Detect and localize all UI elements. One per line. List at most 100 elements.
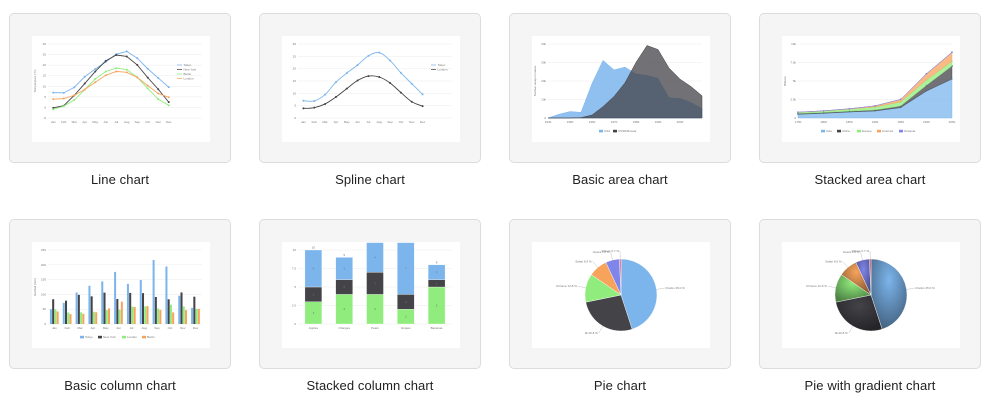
legend-label: Tokyo xyxy=(184,63,192,67)
y-tick-label: 150 xyxy=(41,278,46,282)
data-point xyxy=(136,76,138,78)
legend-label: America xyxy=(882,129,893,133)
data-point xyxy=(357,64,359,66)
data-point xyxy=(346,88,348,90)
x-tick-label: Oct xyxy=(168,326,173,330)
legend-symbol xyxy=(599,130,603,133)
y-tick-label: 20 xyxy=(43,63,47,67)
slice-label: Chrome 12.8 % xyxy=(806,284,827,288)
bar xyxy=(170,305,172,324)
data-point xyxy=(874,105,876,107)
y-tick-label: 10 xyxy=(43,84,47,88)
bar xyxy=(101,281,103,324)
thumbnail-pie-gradient-chart[interactable]: Firefox 45.0 %IE 26.8 %Chrome 12.8 %Safa… xyxy=(759,219,981,369)
bar xyxy=(129,293,131,324)
x-tick-label: Jul xyxy=(114,120,118,124)
legend-symbol xyxy=(877,130,881,133)
bar xyxy=(134,307,136,324)
legend-label: Tokyo xyxy=(85,335,93,339)
bar xyxy=(78,295,80,324)
caption-basic-area-chart[interactable]: Basic area chart xyxy=(500,172,740,187)
bar xyxy=(106,310,108,324)
slice-label: Chrome 12.8 % xyxy=(556,284,577,288)
data-point xyxy=(84,83,86,85)
y-tick-label: 50 xyxy=(43,307,47,311)
bar xyxy=(196,309,198,324)
data-point xyxy=(313,107,315,109)
y-tick-label: 7.5k xyxy=(790,61,796,65)
data-point xyxy=(52,98,54,100)
x-tick-label: Jan xyxy=(52,326,57,330)
bar xyxy=(168,299,170,324)
data-point xyxy=(52,92,54,94)
x-tick-label: 1970 xyxy=(611,120,618,124)
x-tick-label: 1750 xyxy=(795,120,802,124)
data-point xyxy=(951,51,953,53)
y-axis-title: Temperature (°C) xyxy=(33,69,37,92)
y-tick-label: 25 xyxy=(293,54,297,58)
data-point xyxy=(157,77,159,79)
data-point xyxy=(378,76,380,78)
legend-symbol xyxy=(821,130,825,133)
data-point xyxy=(94,78,96,80)
caption-pie-chart[interactable]: Pie chart xyxy=(500,378,740,393)
x-tick-label: Apr xyxy=(82,120,87,124)
legend-label: Berlin xyxy=(147,335,155,339)
bar xyxy=(191,308,193,324)
legend-symbol xyxy=(80,336,84,339)
caption-spline-chart[interactable]: Spline chart xyxy=(250,172,490,187)
thumbnail-pie-chart[interactable]: Firefox 45.0 %IE 26.8 %Chrome 12.8 %Safa… xyxy=(509,219,731,369)
bar xyxy=(146,306,148,324)
bar xyxy=(65,301,67,324)
x-tick-label: Jan xyxy=(301,120,306,124)
bar xyxy=(131,307,133,324)
x-tick-label: Sep xyxy=(135,120,141,124)
bar xyxy=(193,297,195,324)
legend-symbol xyxy=(857,130,861,133)
y-tick-label: 100 xyxy=(41,292,46,296)
data-point xyxy=(849,108,851,110)
bar xyxy=(95,312,97,324)
data-point xyxy=(84,88,86,90)
data-point xyxy=(84,76,86,78)
bar xyxy=(121,302,123,324)
data-point xyxy=(313,100,315,102)
caption-basic-column-chart[interactable]: Basic column chart xyxy=(0,378,240,393)
legend-label: Europe xyxy=(862,129,872,133)
data-point xyxy=(302,107,304,109)
slice-label: Others 0.7 % xyxy=(852,249,870,253)
data-point xyxy=(157,92,159,94)
caption-pie-gradient-chart[interactable]: Pie with gradient chart xyxy=(750,378,990,393)
bar xyxy=(76,293,78,324)
caption-stacked-column-chart[interactable]: Stacked column chart xyxy=(250,378,490,393)
legend-symbol xyxy=(899,130,903,133)
slice-label: Firefox 45.0 % xyxy=(665,286,685,290)
data-point xyxy=(105,74,107,76)
chart-background xyxy=(282,36,460,142)
caption-line-chart[interactable]: Line chart xyxy=(0,172,240,187)
data-point xyxy=(926,73,928,75)
x-tick-label: Jun xyxy=(116,326,121,330)
y-tick-label: 25 xyxy=(43,53,47,57)
y-tick-label: 2.5k xyxy=(790,98,796,102)
bar xyxy=(198,309,200,324)
y-tick-label: 30 xyxy=(293,42,297,46)
caption-stacked-area-chart[interactable]: Stacked area chart xyxy=(750,172,990,187)
x-tick-label: May xyxy=(344,120,350,124)
legend-symbol xyxy=(613,130,617,133)
x-tick-label: Dec xyxy=(166,120,172,124)
data-point xyxy=(63,98,65,100)
legend-label: Berlin xyxy=(184,72,192,76)
x-tick-label: Apr xyxy=(334,120,339,124)
legend-label: New York xyxy=(184,68,197,72)
